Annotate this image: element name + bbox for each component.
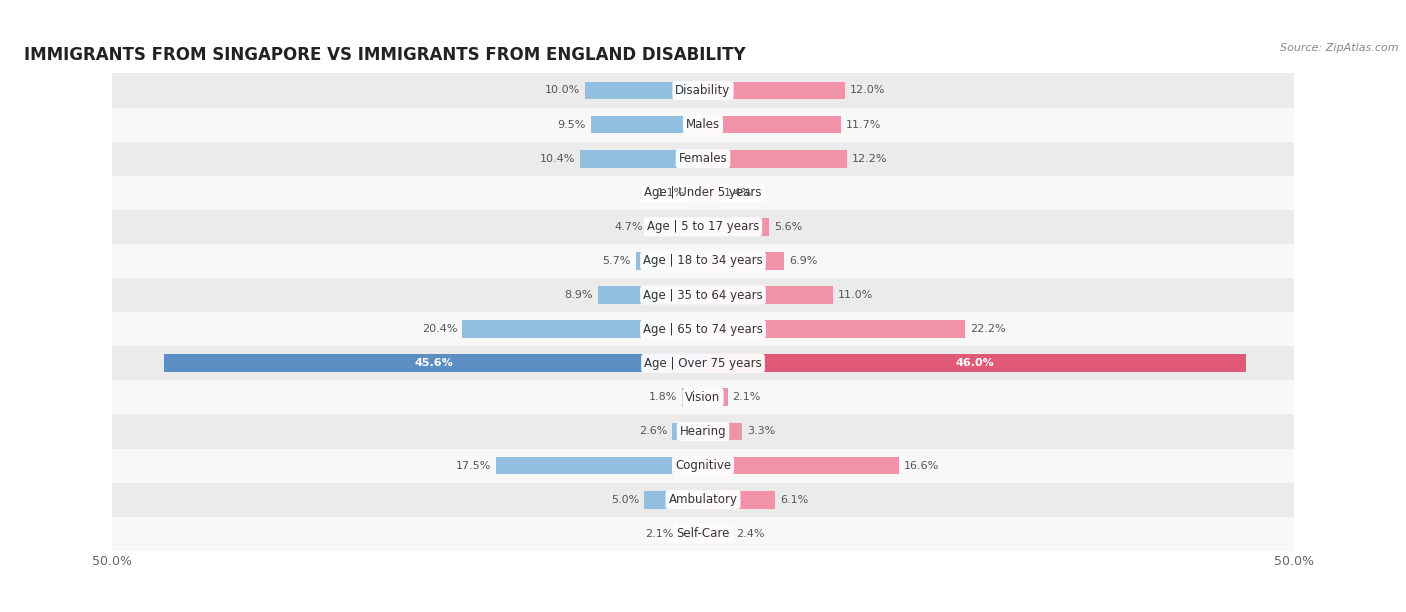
Bar [690, 184, 703, 201]
Text: Ambulatory: Ambulatory [668, 493, 738, 506]
Text: 10.0%: 10.0% [546, 86, 581, 95]
Bar [703, 525, 731, 543]
Text: 20.4%: 20.4% [422, 324, 457, 334]
Text: 5.6%: 5.6% [773, 222, 801, 232]
Text: Source: ZipAtlas.com: Source: ZipAtlas.com [1281, 43, 1399, 53]
Bar [703, 389, 728, 406]
Bar [598, 286, 703, 304]
Text: Vision: Vision [685, 391, 721, 404]
FancyBboxPatch shape [112, 141, 1294, 176]
Text: Age | 65 to 74 years: Age | 65 to 74 years [643, 323, 763, 335]
Text: 46.0%: 46.0% [955, 358, 994, 368]
FancyBboxPatch shape [112, 210, 1294, 244]
FancyBboxPatch shape [112, 483, 1294, 517]
Bar [165, 354, 703, 372]
Text: 2.1%: 2.1% [645, 529, 673, 539]
Text: 45.6%: 45.6% [415, 358, 453, 368]
Text: Hearing: Hearing [679, 425, 727, 438]
Bar [703, 184, 720, 201]
Bar [496, 457, 703, 474]
Bar [703, 218, 769, 236]
Text: Males: Males [686, 118, 720, 131]
Bar [703, 423, 742, 440]
Bar [703, 491, 775, 509]
Bar [678, 525, 703, 543]
FancyBboxPatch shape [112, 244, 1294, 278]
FancyBboxPatch shape [112, 414, 1294, 449]
Text: 4.7%: 4.7% [614, 222, 643, 232]
Bar [703, 116, 841, 133]
Bar [682, 389, 703, 406]
Bar [591, 116, 703, 133]
Bar [636, 252, 703, 270]
Bar [703, 252, 785, 270]
Bar [703, 320, 965, 338]
Bar [703, 457, 898, 474]
Bar [463, 320, 703, 338]
Text: 22.2%: 22.2% [970, 324, 1005, 334]
Text: 11.0%: 11.0% [838, 290, 873, 300]
Text: 11.7%: 11.7% [846, 119, 882, 130]
Text: IMMIGRANTS FROM SINGAPORE VS IMMIGRANTS FROM ENGLAND DISABILITY: IMMIGRANTS FROM SINGAPORE VS IMMIGRANTS … [24, 45, 745, 64]
Text: Age | 35 to 64 years: Age | 35 to 64 years [643, 289, 763, 302]
Bar [648, 218, 703, 236]
Text: 5.7%: 5.7% [603, 256, 631, 266]
Bar [703, 354, 1246, 372]
Text: Females: Females [679, 152, 727, 165]
Text: Age | Over 75 years: Age | Over 75 years [644, 357, 762, 370]
Text: 1.8%: 1.8% [648, 392, 678, 402]
Text: 6.1%: 6.1% [780, 494, 808, 505]
Text: Age | 18 to 34 years: Age | 18 to 34 years [643, 255, 763, 267]
Text: 8.9%: 8.9% [565, 290, 593, 300]
Text: 2.6%: 2.6% [640, 427, 668, 436]
Bar [581, 150, 703, 168]
Text: Disability: Disability [675, 84, 731, 97]
Text: 12.2%: 12.2% [852, 154, 887, 163]
Text: 1.1%: 1.1% [657, 188, 685, 198]
Text: 1.4%: 1.4% [724, 188, 752, 198]
Text: 12.0%: 12.0% [849, 86, 884, 95]
Text: 3.3%: 3.3% [747, 427, 775, 436]
Bar [644, 491, 703, 509]
Bar [703, 81, 845, 99]
FancyBboxPatch shape [112, 108, 1294, 141]
FancyBboxPatch shape [112, 517, 1294, 551]
Legend: Immigrants from Singapore, Immigrants from England: Immigrants from Singapore, Immigrants fr… [501, 608, 905, 612]
Bar [672, 423, 703, 440]
Bar [703, 150, 846, 168]
FancyBboxPatch shape [112, 346, 1294, 380]
FancyBboxPatch shape [112, 380, 1294, 414]
Text: 9.5%: 9.5% [558, 119, 586, 130]
FancyBboxPatch shape [112, 176, 1294, 210]
Bar [703, 286, 832, 304]
Text: 17.5%: 17.5% [456, 461, 492, 471]
Text: Age | Under 5 years: Age | Under 5 years [644, 186, 762, 200]
FancyBboxPatch shape [112, 278, 1294, 312]
Text: 6.9%: 6.9% [789, 256, 818, 266]
Text: Cognitive: Cognitive [675, 459, 731, 472]
Bar [585, 81, 703, 99]
Text: 2.1%: 2.1% [733, 392, 761, 402]
FancyBboxPatch shape [112, 312, 1294, 346]
Text: 10.4%: 10.4% [540, 154, 575, 163]
Text: Age | 5 to 17 years: Age | 5 to 17 years [647, 220, 759, 233]
Text: Self-Care: Self-Care [676, 528, 730, 540]
Text: 16.6%: 16.6% [904, 461, 939, 471]
Text: 5.0%: 5.0% [612, 494, 640, 505]
Text: 2.4%: 2.4% [737, 529, 765, 539]
FancyBboxPatch shape [112, 449, 1294, 483]
FancyBboxPatch shape [112, 73, 1294, 108]
